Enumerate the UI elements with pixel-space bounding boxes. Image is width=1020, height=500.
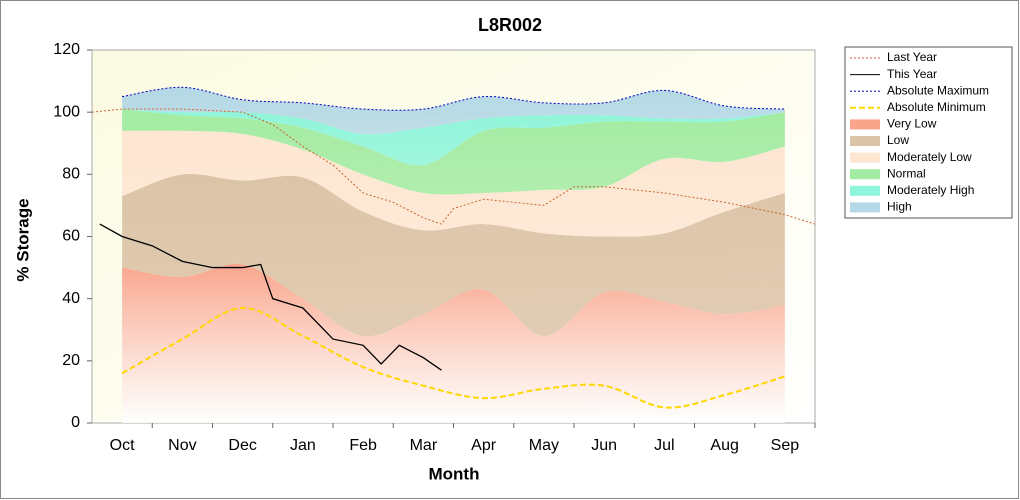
x-tick-label: Jul <box>654 437 674 454</box>
legend-label: This Year <box>887 67 937 81</box>
legend-label: High <box>887 200 912 214</box>
legend-label: Very Low <box>887 117 937 131</box>
x-tick-label: Nov <box>168 437 196 454</box>
x-tick-label: Mar <box>410 437 438 454</box>
band-area <box>122 173 785 337</box>
y-tick-label: 0 <box>71 414 80 431</box>
x-tick-label: Apr <box>471 437 497 454</box>
y-tick-label: 100 <box>53 103 80 120</box>
band-area <box>122 109 785 195</box>
legend-swatch <box>850 136 880 146</box>
x-tick-label: May <box>529 437 559 454</box>
legend-swatch <box>850 152 880 163</box>
legend-swatch <box>850 169 880 180</box>
x-tick-label: Oct <box>110 437 135 454</box>
x-tick-label: Jan <box>290 437 316 454</box>
x-tick-label: Dec <box>228 437 256 454</box>
legend-swatch <box>850 185 880 196</box>
x-tick-label: Aug <box>710 437 738 454</box>
y-tick-label: 80 <box>62 166 80 183</box>
y-tick-label: 20 <box>62 352 80 369</box>
legend-swatch <box>850 119 880 130</box>
series-line <box>122 86 785 111</box>
y-tick-label: 40 <box>62 290 80 307</box>
series-line <box>91 108 816 225</box>
legend-label: Normal <box>887 166 926 180</box>
y-tick-label: 120 <box>53 41 80 58</box>
x-axis-label: Month <box>429 464 480 483</box>
series-line <box>121 306 786 409</box>
series-line <box>99 223 442 371</box>
legend-label: Absolute Maximum <box>887 83 989 97</box>
legend-label: Last Year <box>887 50 937 64</box>
x-tick-label: Feb <box>349 437 377 454</box>
chart-title: L8R002 <box>478 15 542 35</box>
y-tick-label: 60 <box>62 228 80 245</box>
legend-label: Absolute Minimum <box>887 100 986 114</box>
band-area <box>122 109 785 166</box>
legend-swatch <box>850 202 880 213</box>
band-area <box>122 87 785 135</box>
legend-label: Moderately High <box>887 183 974 197</box>
y-axis-label: % Storage <box>13 198 32 281</box>
legend-label: Moderately Low <box>887 150 972 164</box>
x-tick-label: Jun <box>591 437 617 454</box>
legend-label: Low <box>887 133 909 147</box>
x-tick-label: Sep <box>771 437 800 454</box>
band-area <box>122 130 785 237</box>
